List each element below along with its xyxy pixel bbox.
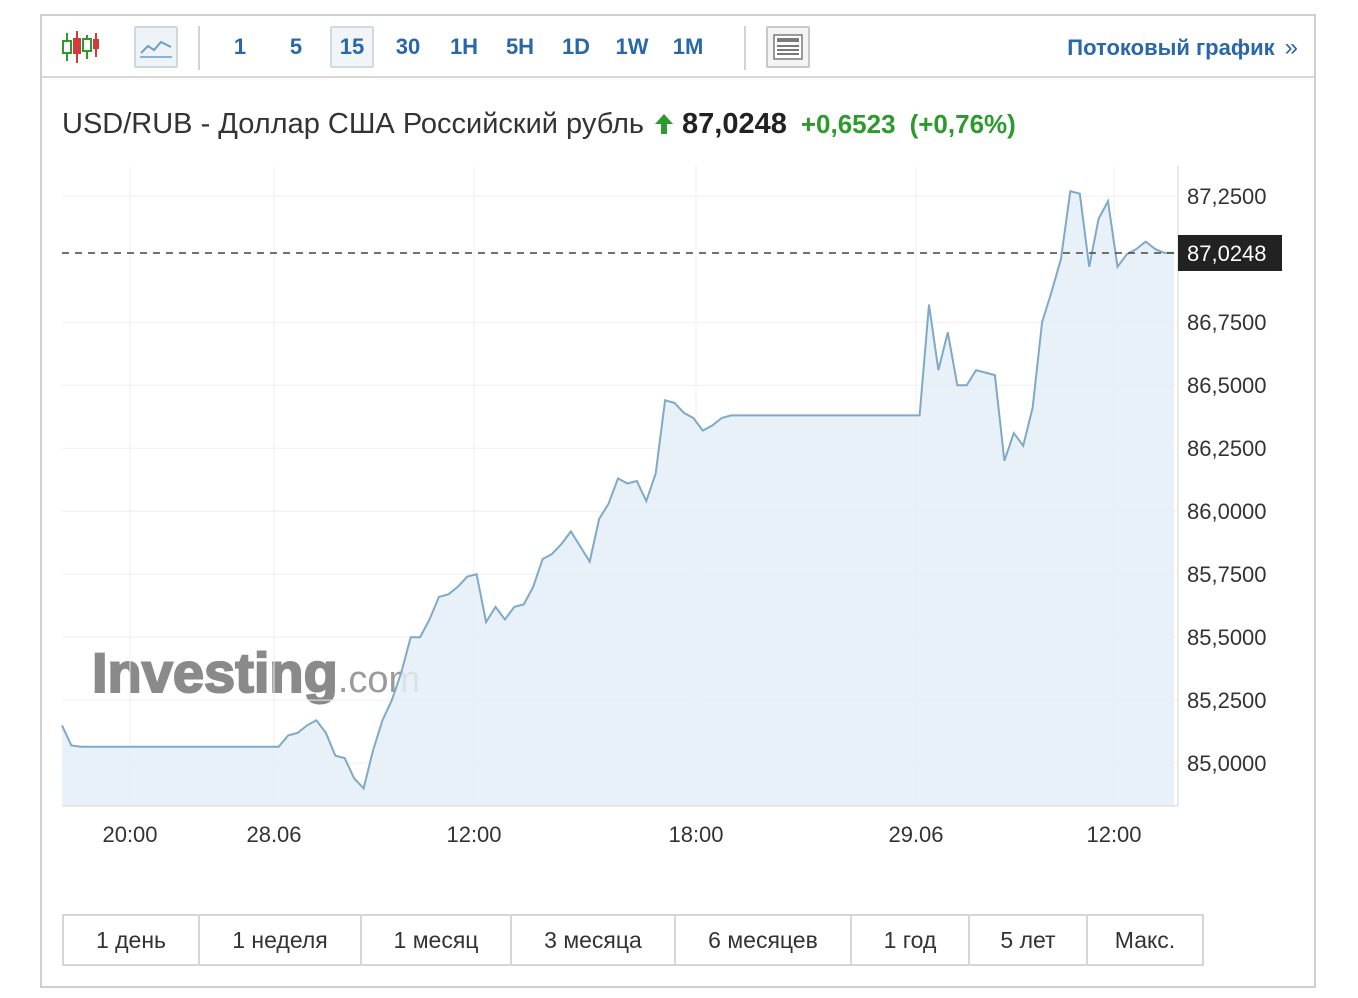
line-chart-icon xyxy=(140,40,172,58)
price-change: +0,6523 xyxy=(800,108,896,139)
y-tick-label: 87,2500 xyxy=(1187,184,1267,209)
x-tick-label: 18:00 xyxy=(668,822,723,847)
range-button-7[interactable]: 5 лет xyxy=(970,916,1088,964)
current-price-tag xyxy=(1178,234,1282,271)
chart-widget: 1 5 15 30 1H 5H 1D 1W 1M Потоковый график » USD/… xyxy=(40,14,1316,988)
interval-button-5h[interactable]: 5H xyxy=(505,34,535,59)
toolbar: 1 5 15 30 1H 5H 1D 1W 1M Потоковый график » xyxy=(42,16,1314,78)
y-tick-label: 85,5000 xyxy=(1187,625,1267,650)
y-tick-label: 86,2500 xyxy=(1187,436,1267,461)
range-button-3[interactable]: 1 месяц xyxy=(362,916,512,964)
y-tick-label: 85,0000 xyxy=(1187,751,1267,776)
interval-selector: 1 5 15 30 1H 5H 1D 1W 1M xyxy=(218,26,722,68)
range-button-6[interactable]: 1 год xyxy=(852,916,970,964)
current-price-label: 87,0248 xyxy=(1187,241,1267,266)
instrument-title: USD/RUB - Доллар США Российский рубль xyxy=(62,107,645,140)
interval-button-1d[interactable]: 1D xyxy=(561,34,591,59)
range-button-4[interactable]: 3 месяца xyxy=(512,916,676,964)
range-button-2[interactable]: 1 неделя xyxy=(200,916,362,964)
line-chart-button[interactable] xyxy=(134,26,178,68)
x-tick-label: 12:00 xyxy=(1086,822,1141,847)
interval-button-5[interactable]: 5 xyxy=(289,34,303,59)
interval-button-1w[interactable]: 1W xyxy=(615,34,649,59)
series-area xyxy=(62,191,1174,806)
interval-button-30[interactable]: 30 xyxy=(395,34,421,59)
interval-button-1h[interactable]: 1H xyxy=(449,34,479,59)
price-change-percent: (+0,76%) xyxy=(909,108,1016,139)
quote-header: USD/RUB - Доллар США Российский рубль 87… xyxy=(62,104,1016,144)
table-view-icon xyxy=(773,34,803,60)
watermark-brand: Investing xyxy=(92,641,338,704)
toolbar-divider xyxy=(198,26,200,70)
range-button-8[interactable]: Макс. xyxy=(1088,916,1202,964)
y-tick-label: 86,5000 xyxy=(1187,373,1267,398)
double-chevron-right-icon: » xyxy=(1284,34,1298,61)
series-line xyxy=(61,189,1174,791)
time-range-selector: 1 день 1 неделя 1 месяц 3 месяца 6 месяцев 1 … xyxy=(62,914,1204,966)
interval-button-15[interactable]: 15 xyxy=(330,26,374,68)
up-arrow-icon xyxy=(655,114,674,134)
x-tick-label: 28.06 xyxy=(246,822,301,847)
range-button-5[interactable]: 6 месяцев xyxy=(676,916,852,964)
streaming-chart-link[interactable]: Потоковый график » xyxy=(1067,30,1298,66)
toolbar-divider xyxy=(744,26,746,70)
y-tick-label: 85,7500 xyxy=(1187,562,1267,587)
watermark-logo: Investing.com xyxy=(92,641,420,704)
price-chart[interactable]: Investing.com 87,2500 86,7500 86,5000 86,250… xyxy=(42,16,1314,896)
x-tick-label: 12:00 xyxy=(446,822,501,847)
candlestick-icon xyxy=(62,31,99,63)
x-tick-label: 20:00 xyxy=(102,822,157,847)
x-tick-label: 29.06 xyxy=(888,822,943,847)
y-tick-label: 86,7500 xyxy=(1187,310,1267,335)
y-tick-label: 85,2500 xyxy=(1187,688,1267,713)
interval-button-1m[interactable]: 1M xyxy=(672,34,704,59)
y-tick-label: 86,0000 xyxy=(1187,499,1267,524)
last-price: 87,0248 xyxy=(682,107,787,140)
streaming-chart-label: Потоковый график xyxy=(1067,35,1275,60)
table-view-button[interactable] xyxy=(766,26,810,68)
candlestick-chart-button[interactable] xyxy=(56,26,106,68)
interval-button-1[interactable]: 1 xyxy=(233,34,247,59)
range-button-1[interactable]: 1 день xyxy=(64,916,200,964)
